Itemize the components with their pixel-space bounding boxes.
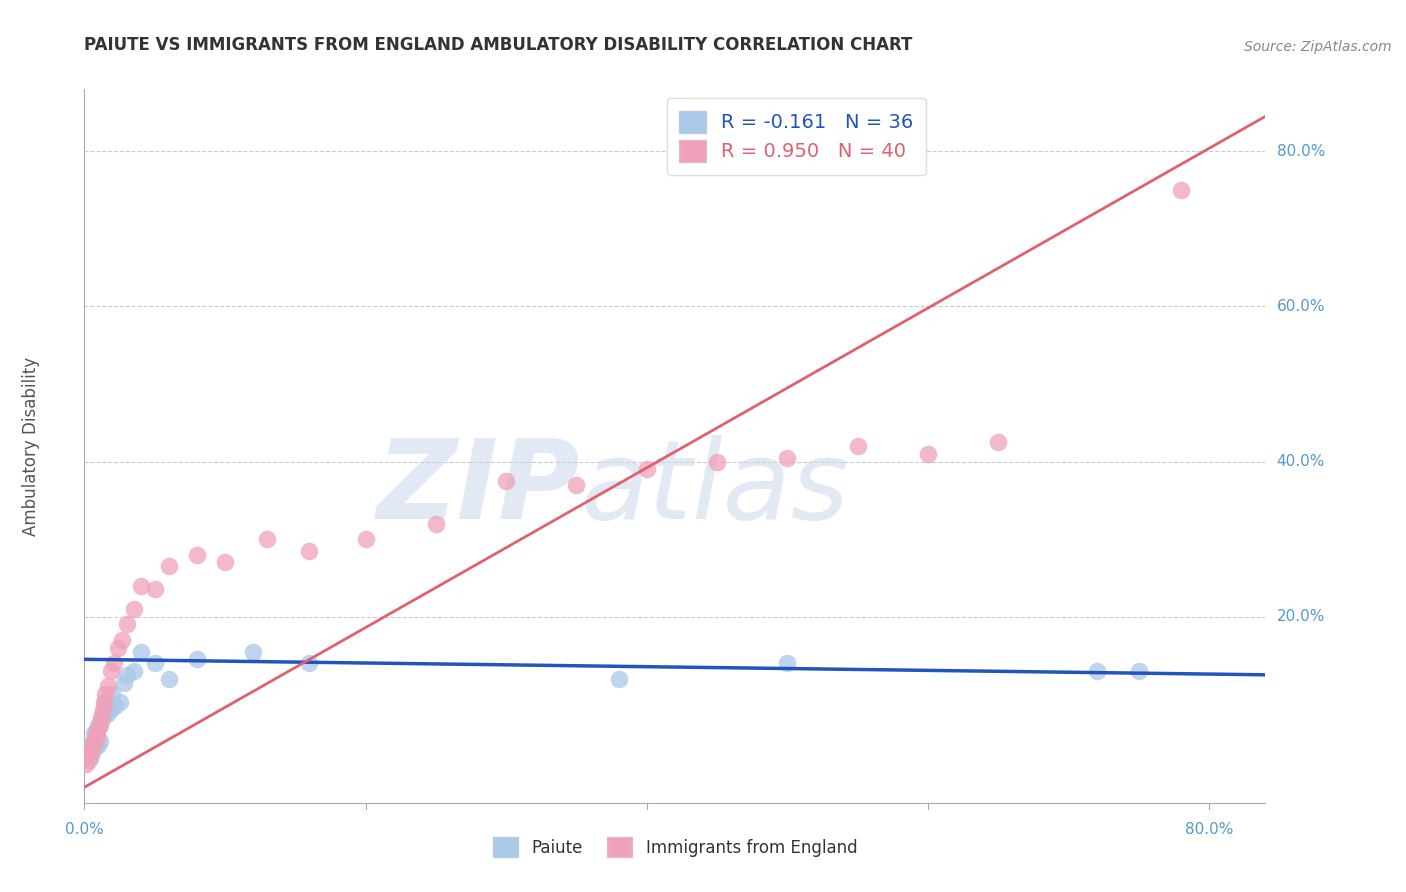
Point [83, 726, 105, 740]
Point [83, 741, 105, 756]
Point [89, 718, 111, 732]
Point [87, 722, 110, 736]
Legend: Paiute, Immigrants from England: Paiute, Immigrants from England [484, 829, 866, 866]
Point [97, 680, 120, 694]
Point [776, 450, 799, 465]
Point [100, 664, 122, 678]
Point [129, 579, 152, 593]
Point [96, 706, 118, 721]
Point [93, 703, 115, 717]
Point [82, 738, 104, 752]
Point [298, 656, 321, 670]
Point [186, 652, 208, 666]
Point [101, 687, 124, 701]
Point [80, 738, 103, 752]
Point [115, 617, 138, 632]
Point [108, 695, 131, 709]
Point [77, 753, 100, 767]
Point [77, 741, 100, 756]
Point [76, 745, 98, 759]
Point [143, 582, 166, 597]
Point [214, 555, 236, 569]
Point [83, 733, 105, 747]
Point [157, 559, 180, 574]
Point [112, 675, 135, 690]
Point [94, 687, 117, 701]
Text: 20.0%: 20.0% [1277, 609, 1324, 624]
Point [111, 632, 134, 647]
Point [242, 644, 264, 658]
Point [80, 749, 103, 764]
Text: PAIUTE VS IMMIGRANTS FROM ENGLAND AMBULATORY DISABILITY CORRELATION CHART: PAIUTE VS IMMIGRANTS FROM ENGLAND AMBULA… [84, 36, 912, 54]
Point [706, 454, 728, 468]
Point [115, 668, 138, 682]
Point [495, 474, 517, 488]
Point [91, 703, 114, 717]
Text: ZIP: ZIP [377, 435, 581, 542]
Point [987, 435, 1010, 450]
Point [75, 757, 97, 772]
Point [79, 745, 101, 759]
Point [354, 532, 377, 546]
Point [86, 722, 108, 736]
Point [80, 745, 103, 759]
Point [104, 698, 127, 713]
Point [776, 656, 799, 670]
Point [90, 710, 112, 724]
Point [90, 714, 112, 729]
Point [1085, 664, 1108, 678]
Point [103, 656, 125, 670]
Point [87, 738, 110, 752]
Point [1170, 183, 1192, 197]
Point [565, 477, 588, 491]
Text: 40.0%: 40.0% [1277, 454, 1324, 469]
Point [425, 516, 447, 531]
Text: 80.0%: 80.0% [1277, 144, 1324, 159]
Point [1128, 664, 1150, 678]
Point [82, 733, 104, 747]
Point [917, 447, 939, 461]
Text: 80.0%: 80.0% [1185, 822, 1233, 838]
Point [122, 664, 145, 678]
Point [129, 644, 152, 658]
Point [143, 656, 166, 670]
Point [93, 695, 115, 709]
Point [84, 733, 107, 747]
Text: Ambulatory Disability: Ambulatory Disability [22, 357, 41, 535]
Point [86, 730, 108, 744]
Point [84, 726, 107, 740]
Text: atlas: atlas [581, 435, 849, 542]
Text: 60.0%: 60.0% [1277, 299, 1324, 314]
Point [87, 718, 110, 732]
Text: 0.0%: 0.0% [65, 822, 104, 838]
Point [94, 695, 117, 709]
Point [846, 439, 869, 453]
Point [89, 733, 111, 747]
Point [607, 672, 630, 686]
Point [75, 749, 97, 764]
Text: Source: ZipAtlas.com: Source: ZipAtlas.com [1244, 39, 1392, 54]
Point [91, 710, 114, 724]
Point [79, 741, 101, 756]
Point [76, 749, 98, 764]
Point [298, 543, 321, 558]
Point [186, 548, 208, 562]
Point [122, 602, 145, 616]
Point [157, 672, 180, 686]
Point [98, 703, 121, 717]
Point [107, 640, 129, 655]
Point [636, 462, 658, 476]
Point [256, 532, 278, 546]
